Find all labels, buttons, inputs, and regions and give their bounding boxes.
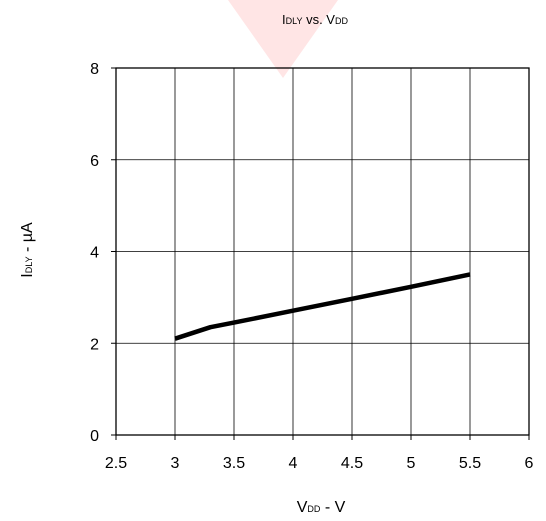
chart-title: IDLY vs. VDD <box>282 12 348 27</box>
x-tick-label: 5.5 <box>459 455 481 472</box>
x-tick-label: 3 <box>171 455 180 472</box>
y-tick-label: 4 <box>90 245 99 262</box>
plot-frame <box>115 67 530 436</box>
x-tick-label: 5 <box>407 455 416 472</box>
y-tick-label: 0 <box>90 428 99 445</box>
grid <box>111 67 530 440</box>
x-tick-labels: 2.5 3 3.5 4 4.5 5 5.5 6 <box>105 455 534 472</box>
watermark-triangle <box>228 0 338 78</box>
x-tick-label: 6 <box>525 455 534 472</box>
x-tick-label: 3.5 <box>223 455 245 472</box>
y-axis-label: IDLY - µA <box>19 222 36 278</box>
y-tick-label: 8 <box>90 61 99 78</box>
series-line <box>174 272 471 341</box>
x-tick-label: 2.5 <box>105 455 127 472</box>
x-axis-label: VDD - V <box>297 499 346 516</box>
y-tick-label: 2 <box>90 336 99 353</box>
x-tick-label: 4 <box>289 455 298 472</box>
x-tick-label: 4.5 <box>341 455 363 472</box>
y-tick-labels: 0 2 4 6 8 <box>90 61 99 445</box>
y-tick-label: 6 <box>90 153 99 170</box>
